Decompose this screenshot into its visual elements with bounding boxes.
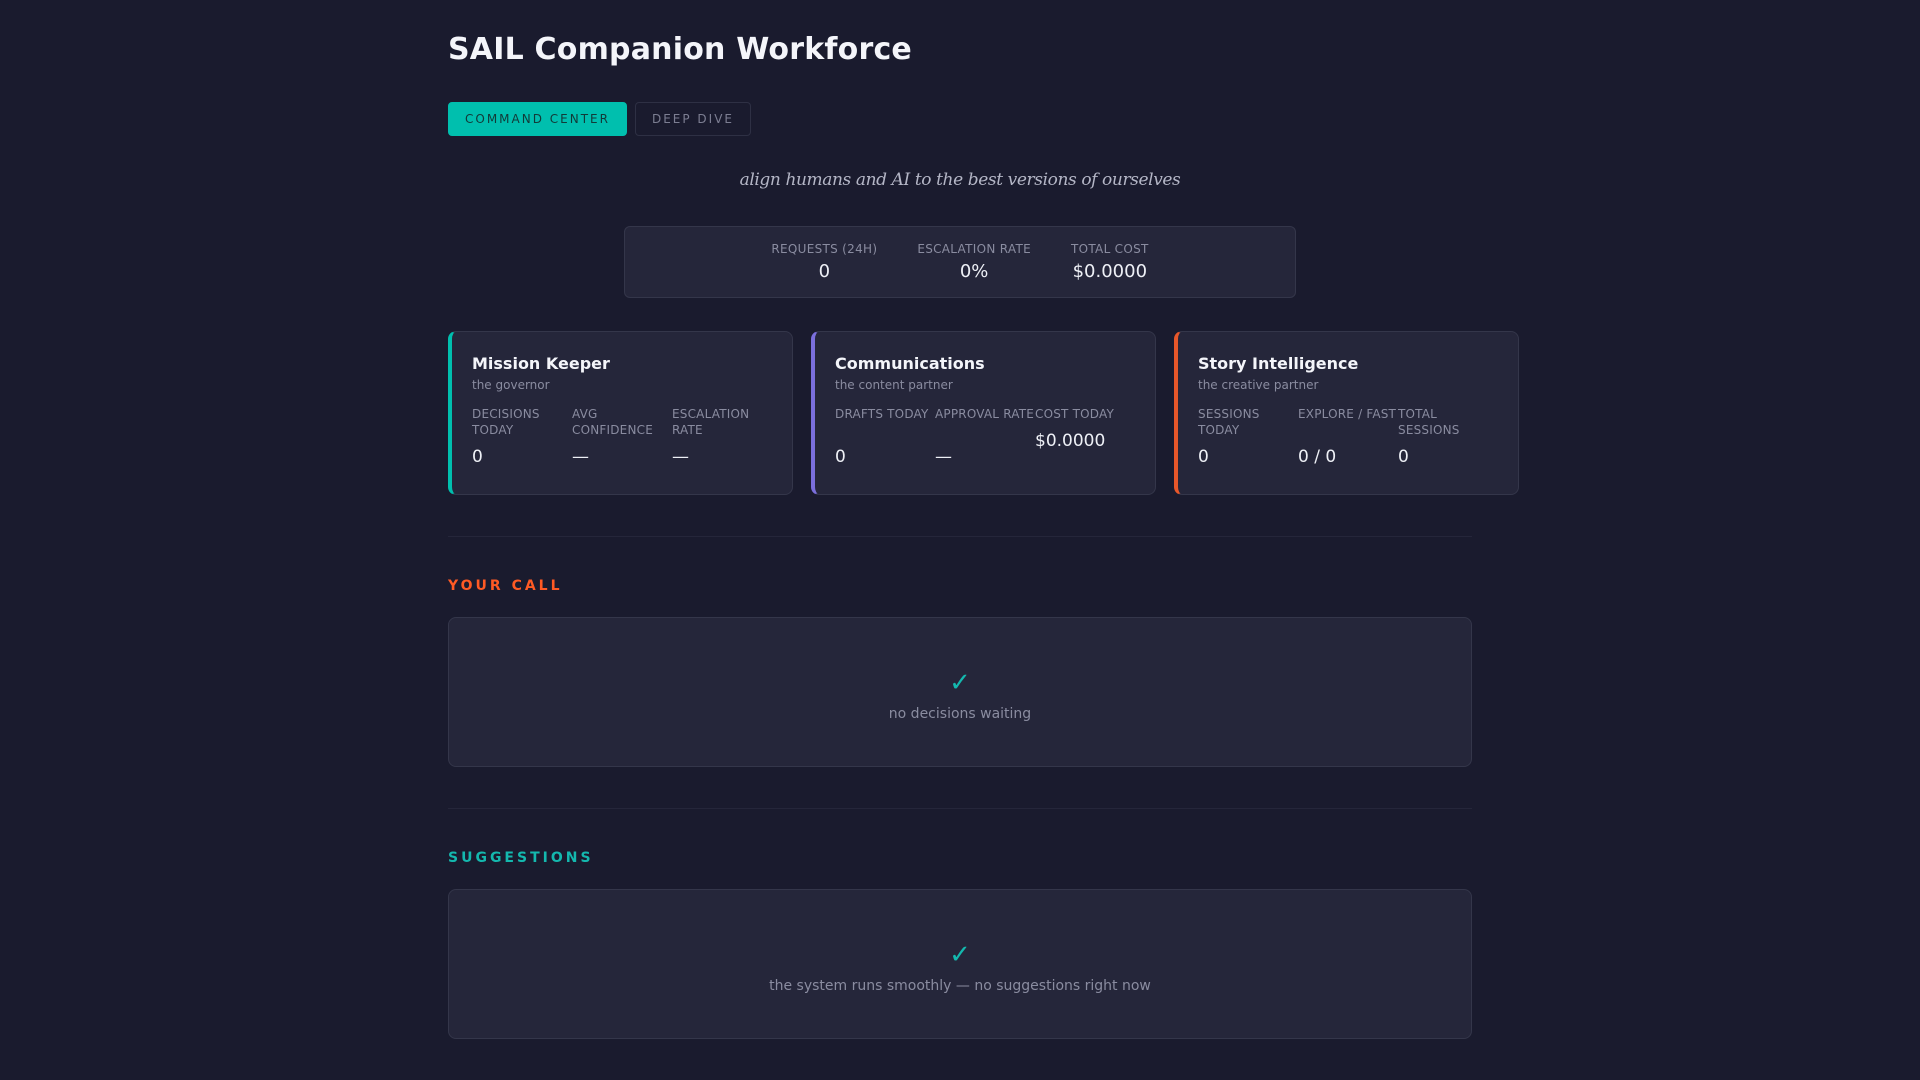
metric-value: $0.0000	[1035, 431, 1106, 451]
tagline: align humans and AI to the best versions…	[739, 170, 1181, 190]
tab-command-center[interactable]: COMMAND CENTER	[448, 102, 627, 136]
empty-state-text: no decisions waiting	[888, 706, 1032, 722]
metric-value: 0	[1198, 447, 1209, 467]
summary-stats: REQUESTS (24H) 0 ESCALATION RATE 0% TOTA…	[624, 226, 1296, 298]
agent-cards: Mission Keeper the governor DECISIONS TO…	[448, 331, 1519, 495]
agent-card-mission-keeper: Mission Keeper the governor DECISIONS TO…	[448, 331, 793, 495]
stat-label: REQUESTS (24H)	[771, 242, 878, 256]
agent-name: Communications	[835, 354, 985, 373]
metric-value: 0	[835, 447, 846, 467]
agent-role: the creative partner	[1198, 378, 1319, 392]
metric-escalation-rate: ESCALATION RATE —	[672, 406, 772, 467]
metric-approval-rate: APPROVAL RATE —	[935, 406, 1035, 467]
stat-value: 0	[818, 261, 831, 282]
stat-value: $0.0000	[1072, 261, 1148, 282]
metric-label: COST TODAY	[1035, 407, 1114, 421]
stat-escalation-rate: ESCALATION RATE 0%	[917, 242, 1031, 282]
metric-value: —	[935, 447, 952, 467]
metric-explore-fast: EXPLORE / FAST 0 / 0	[1298, 406, 1398, 467]
metric-label: SESSIONS TODAY	[1198, 407, 1260, 437]
metric-avg-confidence: AVG CONFIDENCE —	[572, 406, 672, 467]
divider	[448, 808, 1472, 809]
stat-label: ESCALATION RATE	[917, 242, 1031, 256]
metric-value: 0	[472, 447, 483, 467]
tab-deep-dive[interactable]: DEEP DIVE	[634, 102, 751, 136]
section-title-your-call: YOUR CALL	[448, 578, 563, 594]
metric-label: AVG CONFIDENCE	[572, 407, 654, 437]
stat-value: 0%	[959, 261, 989, 282]
metric-label: EXPLORE / FAST	[1298, 407, 1397, 421]
metric-label: DECISIONS TODAY	[472, 407, 540, 437]
agent-name: Story Intelligence	[1198, 354, 1359, 373]
your-call-empty-state: ✓ no decisions waiting	[448, 617, 1472, 767]
agent-card-story-intelligence: Story Intelligence the creative partner …	[1174, 331, 1519, 495]
agent-role: the governor	[472, 378, 550, 392]
metric-label: TOTAL SESSIONS	[1398, 407, 1460, 437]
check-icon: ✓	[949, 668, 971, 698]
metric-value: —	[572, 447, 589, 467]
metric-value: —	[672, 447, 689, 467]
agent-metrics: DRAFTS TODAY 0 APPROVAL RATE — COST TODA…	[835, 406, 1135, 467]
metric-label: ESCALATION RATE	[672, 407, 750, 437]
metric-cost-today: COST TODAY $0.0000	[1035, 406, 1135, 467]
agent-metrics: DECISIONS TODAY 0 AVG CONFIDENCE — ESCAL…	[472, 406, 772, 467]
divider	[448, 536, 1472, 537]
agent-metrics: SESSIONS TODAY 0 EXPLORE / FAST 0 / 0 TO…	[1198, 406, 1498, 467]
metric-value: 0 / 0	[1298, 447, 1337, 467]
agent-role: the content partner	[835, 378, 953, 392]
metric-drafts-today: DRAFTS TODAY 0	[835, 406, 935, 467]
section-title-suggestions: SUGGESTIONS	[448, 850, 594, 866]
page: SAIL Companion Workforce COMMAND CENTER …	[448, 0, 1519, 1039]
stat-label: TOTAL COST	[1070, 242, 1149, 256]
app-title: SAIL Companion Workforce	[448, 32, 912, 67]
agent-card-communications: Communications the content partner DRAFT…	[811, 331, 1156, 495]
metric-sessions-today: SESSIONS TODAY 0	[1198, 406, 1298, 467]
stat-total-cost: TOTAL COST $0.0000	[1071, 242, 1149, 282]
suggestions-empty-state: ✓ the system runs smoothly — no suggesti…	[448, 889, 1472, 1039]
metric-label: APPROVAL RATE	[935, 407, 1035, 421]
metric-total-sessions: TOTAL SESSIONS 0	[1398, 406, 1498, 467]
tab-bar: COMMAND CENTER DEEP DIVE	[448, 102, 1472, 136]
metric-label: DRAFTS TODAY	[835, 407, 929, 421]
metric-decisions-today: DECISIONS TODAY 0	[472, 406, 572, 467]
stat-requests: REQUESTS (24H) 0	[771, 242, 877, 282]
empty-state-text: the system runs smoothly — no suggestion…	[769, 978, 1151, 994]
agent-name: Mission Keeper	[472, 354, 610, 373]
check-icon: ✓	[949, 940, 971, 970]
metric-value: 0	[1398, 447, 1409, 467]
